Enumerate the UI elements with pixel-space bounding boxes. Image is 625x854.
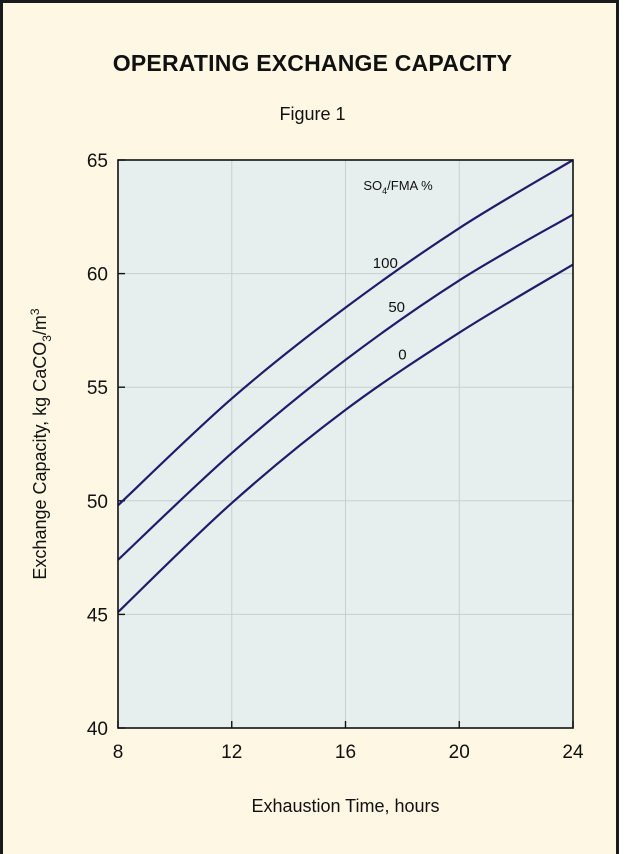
x-tick-label: 20 [449, 742, 470, 763]
series-line-0 [117, 263, 574, 613]
y-tick-label: 65 [87, 151, 108, 172]
series-line-50 [117, 213, 574, 561]
plot-border [117, 159, 574, 729]
curve-labels: 100 50 0 [373, 255, 407, 363]
curve-label-50: 50 [388, 299, 405, 316]
chart-title: OPERATING EXCHANGE CAPACITY [112, 50, 513, 76]
y-tick-label: 45 [87, 605, 108, 626]
x-tick-label: 8 [113, 742, 124, 763]
y-tick-label: 55 [87, 378, 108, 399]
y-axis-label: Exchange Capacity, kg CaCO3/m3 [28, 308, 54, 579]
legend-title: SO4/FMA % [363, 178, 433, 196]
series-lines [117, 159, 574, 613]
chart-subtitle: Figure 1 [279, 104, 346, 124]
gridlines [118, 160, 573, 728]
curve-label-0: 0 [398, 346, 406, 363]
x-axis-label: Exhaustion Time, hours [251, 796, 439, 816]
ticks: 8 12 16 20 24 40 45 50 55 60 65 [87, 151, 584, 763]
x-tick-label: 12 [221, 742, 242, 763]
y-tick-label: 60 [87, 265, 108, 286]
series-line-100 [117, 159, 574, 507]
y-tick-label: 50 [87, 492, 108, 513]
x-tick-label: 24 [562, 742, 584, 763]
y-tick-label: 40 [87, 719, 108, 740]
curve-label-100: 100 [373, 255, 398, 272]
x-tick-label: 16 [335, 742, 356, 763]
